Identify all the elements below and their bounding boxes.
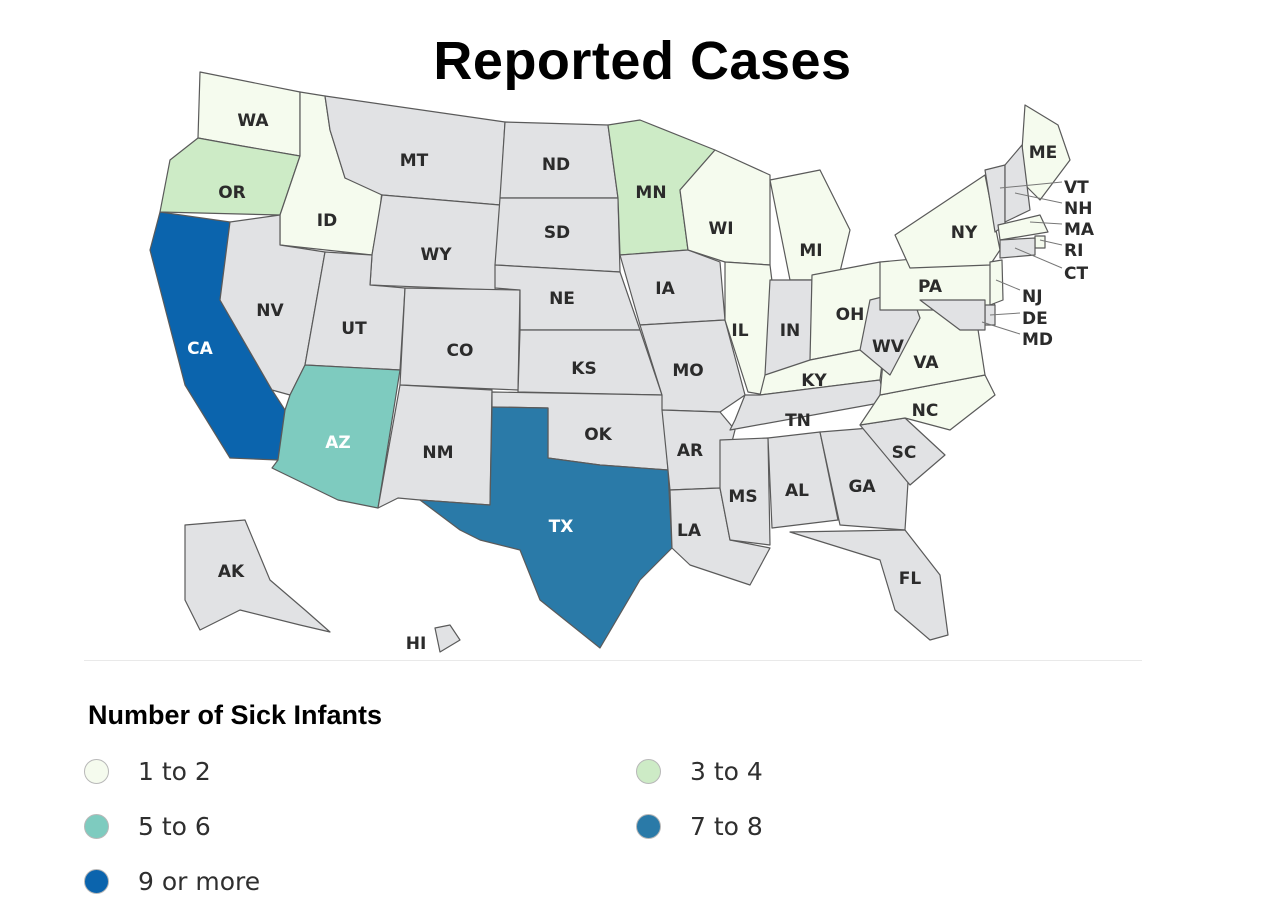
state-label-ne: NE bbox=[549, 289, 575, 309]
state-label-ma: MA bbox=[1064, 220, 1095, 240]
state-nh bbox=[1004, 144, 1031, 223]
state-al bbox=[767, 431, 839, 529]
state-label-ak: AK bbox=[218, 562, 245, 582]
state-label-mt: MT bbox=[400, 151, 429, 171]
legend-label: 7 to 8 bbox=[690, 812, 763, 841]
state-ma bbox=[997, 214, 1049, 241]
state-label-wi: WI bbox=[708, 219, 733, 239]
callout-line-md bbox=[981, 321, 1021, 335]
state-label-nd: ND bbox=[542, 155, 570, 175]
state-label-ga: GA bbox=[848, 477, 876, 497]
state-label-or: OR bbox=[218, 183, 246, 203]
callout-line-ma bbox=[1029, 221, 1063, 225]
state-hi bbox=[434, 624, 461, 653]
legend-item-5-to-6: 5 to 6 bbox=[84, 812, 211, 841]
map-legend-divider bbox=[84, 660, 1142, 661]
callout-line-de bbox=[989, 312, 1021, 316]
state-label-ct: CT bbox=[1064, 264, 1088, 284]
legend-swatch bbox=[84, 814, 109, 839]
state-label-nm: NM bbox=[422, 443, 453, 463]
legend-item-1-to-2: 1 to 2 bbox=[84, 757, 211, 786]
state-co bbox=[399, 287, 521, 391]
state-label-nc: NC bbox=[912, 401, 939, 421]
state-label-ut: UT bbox=[341, 319, 367, 339]
us-state-map: WA OR CA ID NV MT WY UT AZ CO NM ND SD NE KS OK TX MN IA MO… bbox=[149, 71, 1095, 654]
state-label-pa: PA bbox=[918, 277, 943, 297]
legend-label: 5 to 6 bbox=[138, 812, 211, 841]
state-label-md: MD bbox=[1022, 330, 1053, 350]
legend-swatch bbox=[636, 814, 661, 839]
legend-item-9-or-more: 9 or more bbox=[84, 867, 260, 896]
state-tx bbox=[419, 406, 673, 649]
state-label-ca: CA bbox=[187, 339, 213, 359]
page-title: Reported Cases bbox=[433, 31, 852, 91]
legend-item-3-to-4: 3 to 4 bbox=[636, 757, 763, 786]
state-label-mo: MO bbox=[672, 361, 703, 381]
state-label-de: DE bbox=[1022, 309, 1048, 329]
state-label-vt: VT bbox=[1064, 178, 1089, 198]
state-wy bbox=[369, 194, 501, 291]
state-ak bbox=[184, 519, 331, 633]
state-label-in: IN bbox=[780, 321, 801, 341]
state-fl bbox=[789, 529, 949, 641]
state-label-tx: TX bbox=[549, 517, 574, 537]
legend-label: 1 to 2 bbox=[138, 757, 211, 786]
state-ny bbox=[894, 174, 1001, 269]
state-mi bbox=[769, 169, 851, 281]
callout-line-ct bbox=[1014, 247, 1063, 269]
state-label-az: AZ bbox=[325, 433, 350, 453]
legend-swatch bbox=[84, 869, 109, 894]
state-label-sd: SD bbox=[544, 223, 570, 243]
callout-line-ri bbox=[1039, 239, 1063, 246]
state-label-ri: RI bbox=[1064, 241, 1083, 261]
callout-line-nh bbox=[1014, 192, 1063, 204]
callout-line-nj bbox=[995, 279, 1021, 291]
legend-label: 3 to 4 bbox=[690, 757, 763, 786]
state-label-me: ME bbox=[1029, 143, 1058, 163]
state-label-va: VA bbox=[913, 353, 939, 373]
legend-swatch bbox=[84, 759, 109, 784]
state-md bbox=[919, 299, 986, 331]
state-label-ia: IA bbox=[655, 279, 675, 299]
state-label-il: IL bbox=[731, 321, 748, 341]
state-label-nh: NH bbox=[1064, 199, 1092, 219]
state-label-nj: NJ bbox=[1022, 287, 1043, 307]
state-ct bbox=[999, 237, 1036, 259]
state-label-ms: MS bbox=[728, 487, 757, 507]
state-label-al: AL bbox=[785, 481, 809, 501]
state-nj bbox=[989, 259, 1004, 306]
state-label-id: ID bbox=[317, 211, 337, 231]
state-label-ok: OK bbox=[584, 425, 612, 445]
legend-item-7-to-8: 7 to 8 bbox=[636, 812, 763, 841]
state-label-la: LA bbox=[677, 521, 702, 541]
state-label-fl: FL bbox=[899, 569, 922, 589]
state-label-oh: OH bbox=[836, 305, 865, 325]
legend-swatch bbox=[636, 759, 661, 784]
state-label-ks: KS bbox=[571, 359, 596, 379]
state-label-ar: AR bbox=[677, 441, 703, 461]
state-label-mn: MN bbox=[635, 183, 666, 203]
state-label-ky: KY bbox=[801, 371, 827, 391]
state-label-hi: HI bbox=[406, 634, 427, 654]
state-label-tn: TN bbox=[785, 411, 811, 431]
state-label-wa: WA bbox=[237, 111, 269, 131]
legend-label: 9 or more bbox=[138, 867, 261, 896]
state-az bbox=[271, 364, 401, 509]
callout-line-vt bbox=[999, 181, 1063, 189]
state-label-nv: NV bbox=[256, 301, 284, 321]
state-label-wv: WV bbox=[872, 337, 905, 357]
state-ms bbox=[719, 437, 771, 546]
state-ia bbox=[619, 249, 726, 326]
state-label-ny: NY bbox=[951, 223, 978, 243]
legend-title: Number of Sick Infants bbox=[88, 700, 383, 730]
state-ri bbox=[1034, 235, 1046, 249]
state-label-wy: WY bbox=[420, 245, 452, 265]
state-label-mi: MI bbox=[799, 241, 822, 261]
state-label-sc: SC bbox=[892, 443, 917, 463]
state-label-co: CO bbox=[447, 341, 474, 361]
